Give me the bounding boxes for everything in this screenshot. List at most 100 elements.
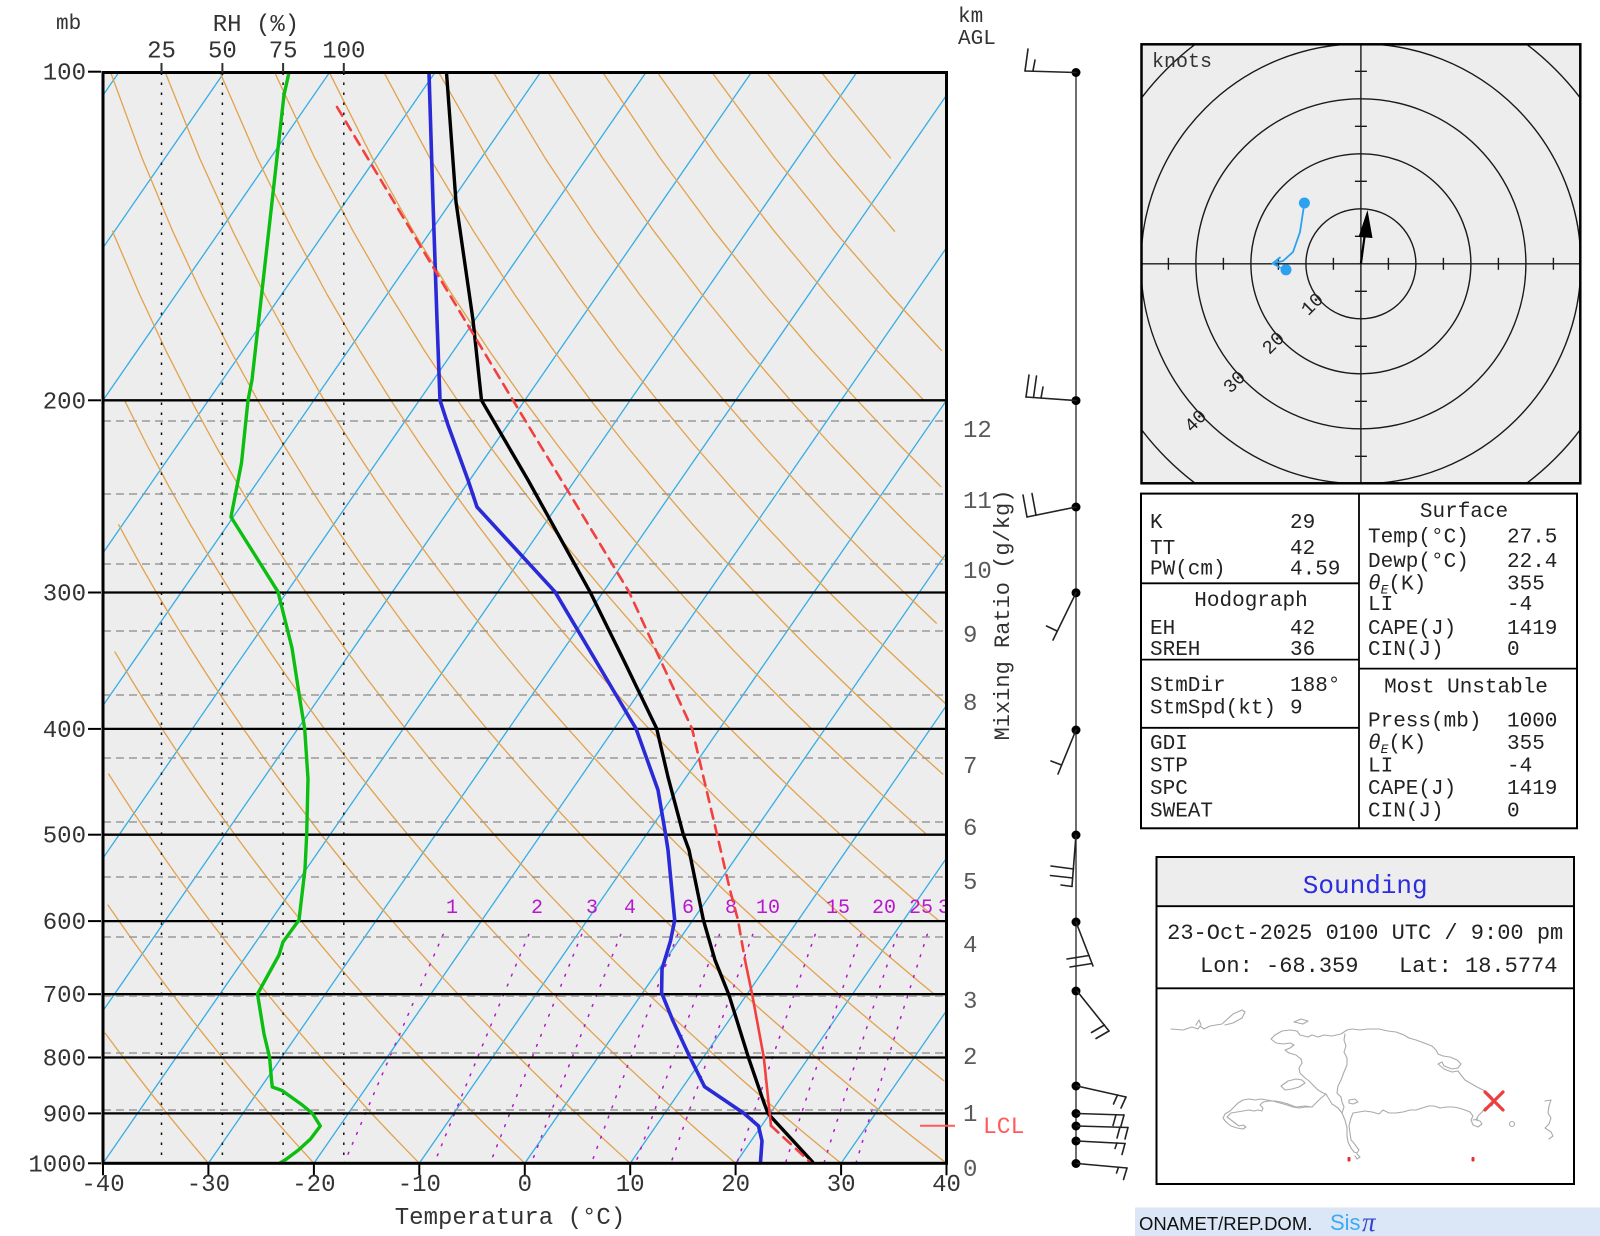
svg-text:40: 40 — [932, 1172, 961, 1199]
svg-text:188°: 188° — [1290, 675, 1340, 698]
svg-text:SWEAT: SWEAT — [1150, 801, 1213, 824]
svg-text:6: 6 — [682, 897, 694, 920]
svg-text:8: 8 — [725, 897, 737, 920]
svg-text:20: 20 — [872, 897, 896, 920]
svg-text:3: 3 — [963, 989, 977, 1016]
svg-text:4.59: 4.59 — [1290, 559, 1340, 582]
svg-text:300: 300 — [43, 582, 86, 609]
svg-text:Lon: -68.359: Lon: -68.359 — [1200, 954, 1358, 979]
svg-text:Sis: Sis — [1330, 1210, 1361, 1235]
svg-text:2: 2 — [963, 1045, 977, 1072]
svg-text:Temp(°C): Temp(°C) — [1368, 527, 1469, 550]
svg-text:K: K — [1150, 512, 1163, 535]
svg-text:Sounding: Sounding — [1303, 871, 1428, 901]
svg-text:TT: TT — [1150, 538, 1175, 561]
svg-text:9: 9 — [963, 623, 977, 650]
svg-text:3: 3 — [586, 897, 598, 920]
svg-text:-20: -20 — [292, 1172, 335, 1199]
svg-text:LI: LI — [1368, 756, 1393, 779]
svg-text:6: 6 — [963, 816, 977, 843]
svg-text:LCL: LCL — [983, 1114, 1024, 1140]
svg-text:200: 200 — [43, 389, 86, 416]
svg-text:Lat: 18.5774: Lat: 18.5774 — [1399, 954, 1557, 979]
svg-text:CIN(J): CIN(J) — [1368, 639, 1444, 662]
svg-text:LI: LI — [1368, 594, 1393, 617]
svg-text:CIN(J): CIN(J) — [1368, 801, 1444, 824]
svg-text:1: 1 — [963, 1102, 977, 1129]
svg-text:SPC: SPC — [1150, 778, 1188, 801]
svg-text:EH: EH — [1150, 618, 1175, 641]
svg-text:π: π — [1362, 1207, 1377, 1236]
svg-text:8: 8 — [963, 691, 977, 718]
svg-text:GDI: GDI — [1150, 733, 1188, 756]
svg-text:355: 355 — [1507, 733, 1545, 756]
svg-text:ONAMET/REP.DOM.: ONAMET/REP.DOM. — [1139, 1213, 1312, 1234]
svg-text:7: 7 — [963, 754, 977, 781]
svg-text:0: 0 — [518, 1172, 532, 1199]
svg-text:4: 4 — [624, 897, 636, 920]
svg-text:Temperatura (°C): Temperatura (°C) — [395, 1205, 625, 1232]
svg-text:Dewp(°C): Dewp(°C) — [1368, 551, 1469, 574]
svg-text:-4: -4 — [1507, 756, 1532, 779]
svg-text:50: 50 — [208, 39, 237, 66]
svg-text:4: 4 — [963, 933, 977, 960]
svg-text:30: 30 — [938, 897, 962, 920]
svg-text:600: 600 — [43, 910, 86, 937]
svg-text:10: 10 — [963, 559, 992, 586]
svg-text:700: 700 — [43, 983, 86, 1010]
svg-text:42: 42 — [1290, 538, 1315, 561]
svg-text:0: 0 — [1507, 801, 1520, 824]
svg-text:Hodograph: Hodograph — [1194, 590, 1307, 613]
svg-text:100: 100 — [43, 61, 86, 88]
svg-text:-4: -4 — [1507, 594, 1532, 617]
svg-text:AGL: AGL — [958, 28, 996, 51]
svg-text:29: 29 — [1290, 512, 1315, 535]
svg-text:Press(mb): Press(mb) — [1368, 711, 1481, 734]
svg-text:20: 20 — [721, 1172, 750, 1199]
svg-text:1000: 1000 — [28, 1152, 86, 1179]
svg-text:2: 2 — [531, 897, 543, 920]
svg-text:SREH: SREH — [1150, 639, 1200, 662]
svg-text:RH (%): RH (%) — [213, 12, 299, 39]
svg-text:-10: -10 — [398, 1172, 441, 1199]
svg-text:Mixing Ratio (g/kg): Mixing Ratio (g/kg) — [991, 490, 1016, 741]
svg-text:25: 25 — [909, 897, 933, 920]
svg-text:Most Unstable: Most Unstable — [1384, 677, 1548, 700]
svg-text:400: 400 — [43, 718, 86, 745]
svg-text:-30: -30 — [187, 1172, 230, 1199]
svg-text:11: 11 — [963, 489, 992, 516]
svg-text:Surface: Surface — [1420, 501, 1508, 524]
svg-text:27.5: 27.5 — [1507, 527, 1557, 550]
svg-text:36: 36 — [1290, 639, 1315, 662]
svg-text:knots: knots — [1152, 51, 1212, 74]
svg-text:mb: mb — [56, 13, 81, 36]
svg-text:STP: STP — [1150, 756, 1188, 779]
svg-text:500: 500 — [43, 824, 86, 851]
svg-text:9: 9 — [1290, 698, 1303, 721]
svg-text:StmSpd(kt): StmSpd(kt) — [1150, 698, 1276, 721]
svg-text:1: 1 — [446, 897, 458, 920]
svg-text:355: 355 — [1507, 574, 1545, 597]
svg-text:30: 30 — [827, 1172, 856, 1199]
svg-text:1419: 1419 — [1507, 778, 1557, 801]
svg-text:-40: -40 — [81, 1172, 124, 1199]
svg-text:5: 5 — [963, 870, 977, 897]
svg-text:12: 12 — [963, 418, 992, 445]
svg-text:10: 10 — [756, 897, 780, 920]
svg-text:PW(cm): PW(cm) — [1150, 559, 1226, 582]
svg-text:22.4: 22.4 — [1507, 551, 1557, 574]
svg-text:1000: 1000 — [1507, 711, 1557, 734]
svg-text:800: 800 — [43, 1047, 86, 1074]
svg-text:100: 100 — [322, 39, 365, 66]
svg-text:1419: 1419 — [1507, 618, 1557, 641]
svg-text:CAPE(J): CAPE(J) — [1368, 778, 1456, 801]
svg-text:900: 900 — [43, 1102, 86, 1129]
svg-text:25: 25 — [147, 39, 176, 66]
svg-text:75: 75 — [269, 39, 298, 66]
svg-text:StmDir: StmDir — [1150, 675, 1226, 698]
svg-text:15: 15 — [826, 897, 850, 920]
svg-text:42: 42 — [1290, 618, 1315, 641]
svg-text:θE(K): θE(K) — [1368, 733, 1426, 757]
svg-text:θE(K): θE(K) — [1368, 574, 1426, 598]
svg-text:10: 10 — [616, 1172, 645, 1199]
